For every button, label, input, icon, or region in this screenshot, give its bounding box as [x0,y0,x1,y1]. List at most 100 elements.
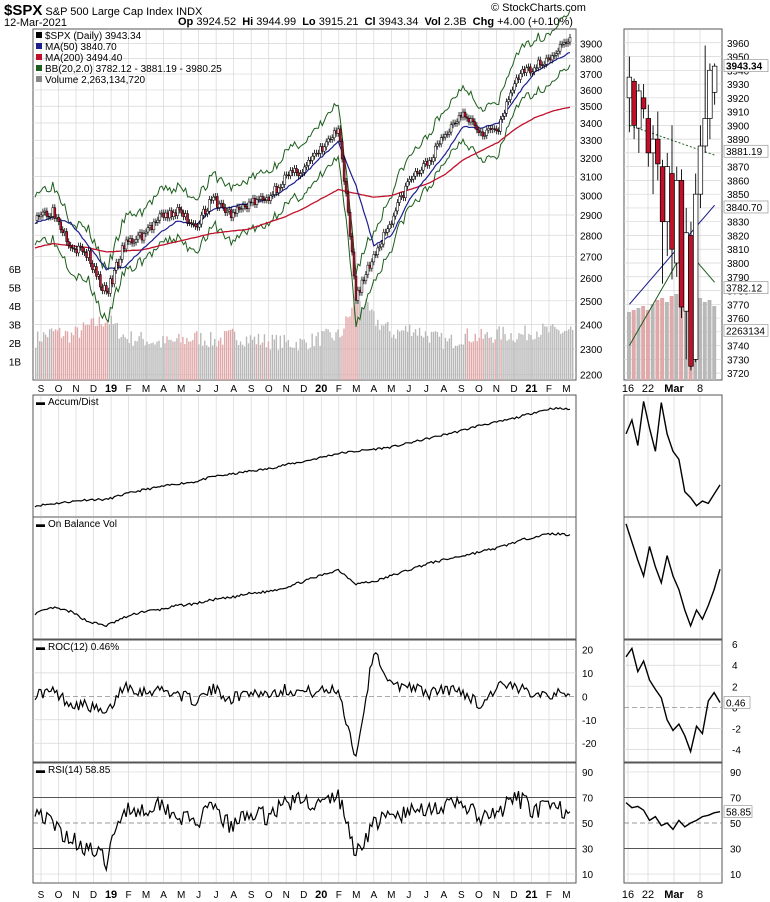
volume-bar [524,325,526,380]
price-candle [156,219,160,223]
price-y-tick-label: 3300 [580,136,603,147]
price-candle [394,210,397,217]
x-tick-label: A [370,384,377,395]
rsi-y-tick-label: 10 [582,870,594,881]
price-candle [384,231,387,234]
price-candle [148,225,152,228]
price-candle [562,41,566,45]
price-candle [83,251,86,253]
volume-bar [206,345,208,380]
volume-bar [293,347,295,380]
price-candle [451,122,455,126]
price-candle [218,203,221,208]
volume-bar [393,334,395,380]
x-tick-label: J [424,890,429,901]
price-candle [118,259,122,267]
volume-bar [430,331,433,380]
price-candle [253,198,257,205]
zoom-rsi-value-label: 58.85 [726,808,751,819]
volume-bar [476,341,478,380]
zoom-value-tag [723,324,769,337]
x-tick-label: A [441,384,448,395]
volume-bar [164,343,166,380]
price-candle [237,206,241,210]
price-candle [487,128,491,131]
price-candle [388,224,391,229]
price-legend-label: MA(200) 3494.40 [45,53,123,64]
zoom-candle [640,97,647,110]
low-value: 3915.21 [318,16,359,28]
volume-bar [60,337,63,380]
price-candle [158,213,162,221]
volume-bar [432,331,435,380]
zoom-roc-line [625,646,721,754]
volume-bar [410,336,413,380]
x-tick-label: A [160,890,167,901]
price-candle [396,202,399,212]
price-candle [273,186,277,195]
volume-bar [536,331,538,380]
price-candle [267,197,271,201]
volume-bar [36,331,39,380]
price-candle [37,215,41,217]
volume-bar [339,337,341,380]
volume-bar [367,301,369,380]
volume-bar [309,347,311,380]
price-candle [315,152,318,155]
zoom-y-tick-label: 3900 [727,121,750,132]
price-candle [164,212,168,218]
volume-bar [269,349,272,380]
zoom-x-tick-label: 8 [697,889,703,901]
price-candle [239,208,243,210]
zoom-volume-bar [712,306,717,380]
price-candle [422,163,425,171]
price-candle [358,289,362,293]
volume-tick-label: 5B [9,284,22,295]
x-tick-label: A [230,890,237,901]
volume-bar [192,340,194,380]
price-candle [113,270,116,285]
volume-bar [138,336,140,380]
accum-dist-legend-label: Accum/Dist [48,397,99,408]
zoom-value-label: 3943.34 [726,62,763,73]
price-candle [89,250,92,264]
price-candle [386,228,389,233]
price-candle [204,208,207,214]
volume-bar [462,344,465,380]
zoom-value-tag [723,200,769,214]
volume-bar [394,338,397,380]
price-candle [45,210,49,217]
price-candle [257,198,261,201]
zoom-candle [659,166,666,223]
price-y-tick-label: 3900 [580,40,603,51]
volume-bar [522,334,524,380]
zoom-y-tick-label: 3820 [727,231,750,242]
volume-bar [68,342,71,380]
price-candle [485,129,489,136]
price-candle [418,172,421,175]
zoom-candle [655,138,661,165]
volume-bar [132,345,134,380]
price-candle [190,222,193,225]
price-candle [152,221,156,230]
volume-bar [70,332,73,380]
volume-bar [261,342,264,380]
price-candle [461,111,465,118]
roc-y-tick-label: 20 [582,645,594,656]
volume-bar [359,300,361,380]
price-candle [398,196,401,203]
x-tick-label: J [196,890,201,901]
volume-bar [283,334,286,380]
volume-bar [566,330,568,380]
price-candle [140,232,144,241]
x-tick-label: O [475,890,483,901]
zoom-value-tag [723,59,769,72]
zoom-rsi-value-tag [723,805,753,819]
price-candle [390,223,393,226]
zoom-y-tick-label: 3770 [727,300,750,311]
price-candle [229,209,233,219]
volume-bar [373,311,375,380]
volume-bar [92,317,95,380]
volume-bar [267,341,270,380]
zoom-accum-dist-line [625,401,721,507]
